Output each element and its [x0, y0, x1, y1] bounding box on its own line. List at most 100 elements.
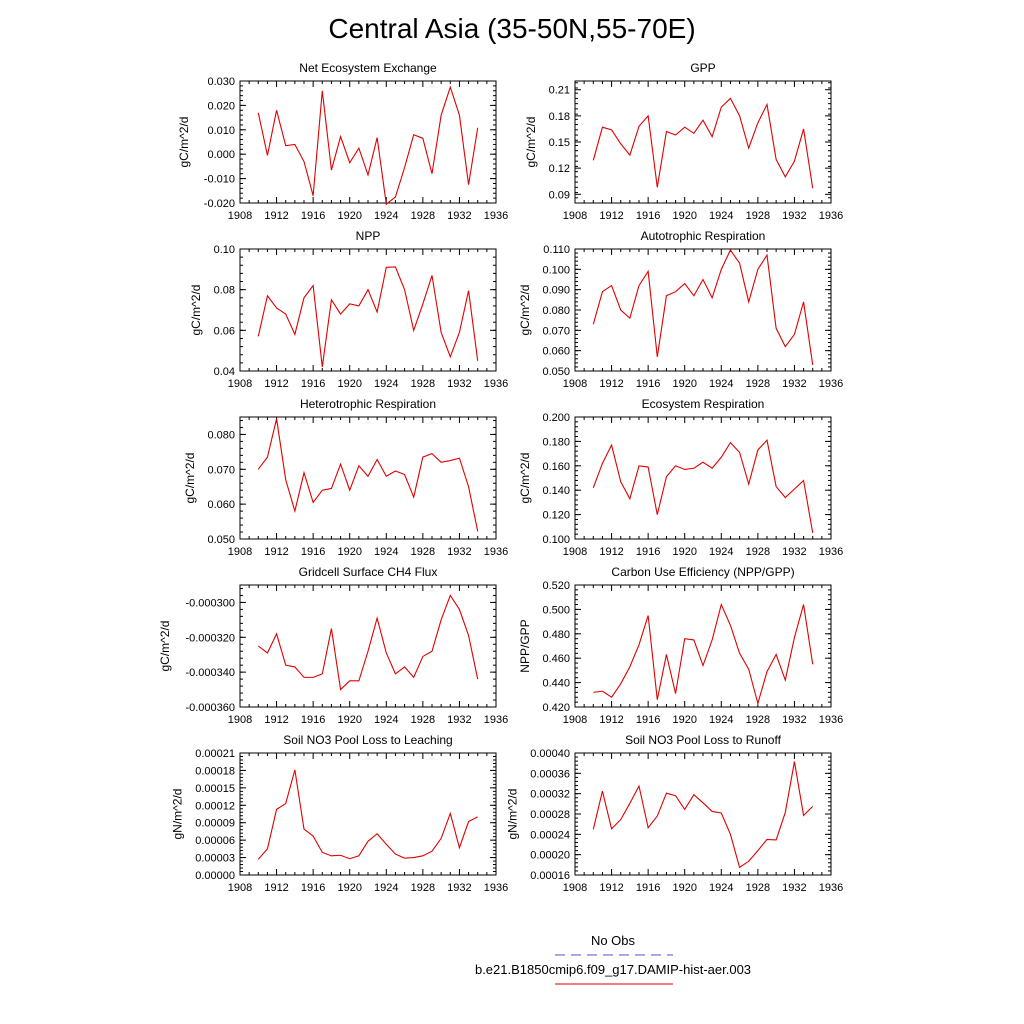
plot-frame	[239, 752, 497, 876]
y-tick-label: 0.12	[549, 163, 570, 175]
x-tick-label: 1912	[599, 210, 623, 222]
chart-panel: Ecosystem Respiration 1908 1912 1916 1920 192…	[518, 397, 843, 558]
x-tick-label: 1928	[746, 882, 770, 894]
x-tick-label: 1916	[301, 546, 325, 558]
x-tick-label: 1916	[301, 882, 325, 894]
chart-panel: NPP 1908 1912 1916 1920 1924 1928 1932 1936 0.04 0…	[189, 229, 508, 390]
y-tick-label: 0.140	[542, 485, 570, 497]
x-tick-label: 1936	[484, 546, 508, 558]
legend: No Obs b.e21.B1850cmip6.f09_g17.DAMIP-hi…	[475, 933, 751, 985]
chart-panel: Soil NO3 Pool Loss to Leaching 1908 1912 19…	[171, 733, 509, 894]
x-tick-label: 1924	[709, 378, 733, 390]
x-tick-label: 1932	[782, 378, 806, 390]
y-tick-label: 0.00024	[530, 829, 570, 841]
series-line	[257, 266, 479, 368]
y-tick-label: 0.440	[542, 678, 570, 690]
y-tick-label: 0.500	[542, 604, 570, 616]
x-tick-label: 1916	[636, 546, 660, 558]
y-tick-label: 0.020	[207, 100, 235, 112]
legend-label-obs: No Obs	[591, 933, 636, 948]
y-tick-label: -0.000320	[185, 632, 235, 644]
chart-panel: Soil NO3 Pool Loss to Runoff 1908 1912 1916…	[506, 733, 844, 894]
x-tick-label: 1924	[374, 546, 398, 558]
y-tick-label: 0.420	[542, 702, 570, 714]
y-tick-label: 0.100	[542, 264, 570, 276]
x-tick-label: 1932	[782, 546, 806, 558]
plot-frame	[574, 248, 832, 372]
y-tick-label: 0.00020	[530, 850, 570, 862]
x-tick-label: 1908	[228, 714, 252, 726]
y-tick-label: 0.060	[207, 499, 235, 511]
x-tick-label: 1936	[819, 882, 843, 894]
x-tick-label: 1932	[782, 882, 806, 894]
panel-title: Ecosystem Respiration	[642, 397, 765, 411]
y-tick-label: 0.00000	[195, 870, 235, 882]
x-tick-label: 1920	[672, 546, 696, 558]
y-axis-label: gC/m^2/d	[189, 285, 203, 336]
x-tick-label: 1936	[484, 882, 508, 894]
series-line	[592, 97, 814, 189]
x-tick-label: 1924	[374, 882, 398, 894]
x-tick-label: 1924	[709, 546, 733, 558]
x-tick-label: 1912	[264, 714, 288, 726]
series-line	[592, 439, 814, 533]
x-tick-label: 1912	[599, 714, 623, 726]
plot-frame	[239, 584, 497, 708]
x-tick-label: 1916	[636, 714, 660, 726]
x-tick-label: 1928	[411, 714, 435, 726]
x-tick-label: 1908	[228, 210, 252, 222]
y-tick-label: 0.050	[542, 366, 570, 378]
y-tick-label: 0.090	[542, 285, 570, 297]
y-axis-label: gC/m^2/d	[158, 621, 172, 672]
x-tick-label: 1908	[228, 378, 252, 390]
x-tick-label: 1936	[484, 714, 508, 726]
x-tick-label: 1932	[447, 210, 471, 222]
y-tick-label: 0.200	[542, 412, 570, 424]
x-tick-label: 1912	[264, 210, 288, 222]
y-tick-label: 0.00003	[195, 853, 235, 865]
y-tick-label: 0.520	[542, 580, 570, 592]
x-tick-label: 1912	[264, 378, 288, 390]
plot-frame	[239, 248, 497, 372]
series-line	[592, 248, 814, 365]
chart-panel: GPP 1908 1912 1916 1920 1924 1928 1932 1936 0.09 0…	[524, 61, 843, 222]
y-tick-label: -0.000300	[185, 597, 235, 609]
x-tick-label: 1908	[563, 546, 587, 558]
x-tick-label: 1924	[709, 210, 733, 222]
x-tick-label: 1916	[301, 714, 325, 726]
series-line	[592, 761, 814, 869]
x-tick-label: 1924	[709, 882, 733, 894]
series-line	[257, 418, 479, 532]
x-tick-label: 1908	[228, 882, 252, 894]
x-tick-label: 1928	[746, 546, 770, 558]
x-tick-label: 1928	[746, 378, 770, 390]
y-axis-label: gN/m^2/d	[171, 789, 185, 840]
y-tick-label: 0.010	[207, 125, 235, 137]
y-tick-label: 0.100	[542, 534, 570, 546]
y-axis-label: gC/m^2/d	[518, 285, 532, 336]
plot-frame	[239, 416, 497, 540]
y-tick-label: 0.030	[207, 76, 235, 88]
x-tick-label: 1928	[411, 546, 435, 558]
figure-title: Central Asia (35-50N,55-70E)	[328, 13, 695, 44]
y-tick-label: 0.00028	[530, 809, 570, 821]
plot-frame	[574, 80, 832, 204]
x-tick-label: 1924	[709, 714, 733, 726]
panel-title: Soil NO3 Pool Loss to Runoff	[625, 733, 782, 747]
y-tick-label: 0.00006	[195, 835, 235, 847]
y-tick-label: 0.00021	[195, 748, 235, 760]
series-line	[257, 594, 479, 691]
chart-panel: Gridcell Surface CH4 Flux 1908 1912 1916 192…	[158, 565, 508, 726]
y-tick-label: 0.00012	[195, 800, 235, 812]
x-tick-label: 1916	[636, 210, 660, 222]
x-tick-label: 1912	[264, 546, 288, 558]
x-tick-label: 1912	[599, 378, 623, 390]
x-tick-label: 1920	[672, 714, 696, 726]
y-tick-label: 0.160	[542, 461, 570, 473]
y-tick-label: -0.010	[204, 174, 235, 186]
panel-title: Carbon Use Efficiency (NPP/GPP)	[611, 565, 794, 579]
plot-frame	[574, 416, 832, 540]
x-tick-label: 1928	[411, 210, 435, 222]
x-tick-label: 1924	[374, 714, 398, 726]
panel-title: GPP	[690, 61, 715, 75]
